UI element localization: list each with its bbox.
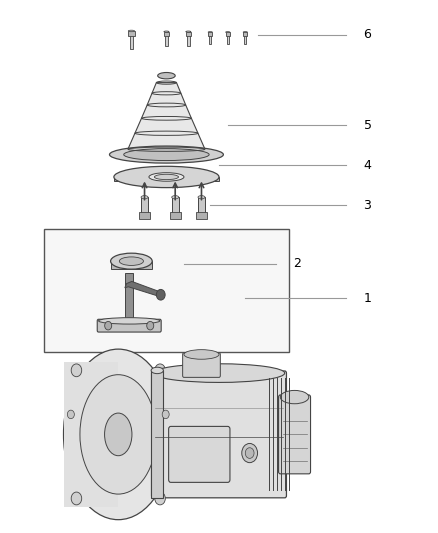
FancyBboxPatch shape [97,319,161,332]
Circle shape [105,321,112,330]
FancyBboxPatch shape [196,212,207,219]
Ellipse shape [184,350,219,359]
Ellipse shape [243,31,247,33]
Ellipse shape [149,173,184,181]
FancyBboxPatch shape [64,362,118,507]
FancyBboxPatch shape [125,273,133,321]
FancyBboxPatch shape [243,32,247,36]
Ellipse shape [105,413,132,456]
Circle shape [242,443,258,463]
Text: 2: 2 [293,257,301,270]
Ellipse shape [128,30,134,32]
Ellipse shape [186,31,191,33]
Ellipse shape [280,390,309,404]
FancyBboxPatch shape [226,35,229,44]
Text: 1: 1 [364,292,371,305]
Polygon shape [125,281,161,296]
Ellipse shape [64,349,173,520]
FancyBboxPatch shape [279,395,311,474]
FancyBboxPatch shape [169,426,230,482]
Circle shape [71,364,82,377]
Ellipse shape [110,146,223,163]
Ellipse shape [208,31,212,33]
Ellipse shape [172,196,179,199]
Ellipse shape [141,196,148,199]
Ellipse shape [154,174,178,180]
FancyBboxPatch shape [130,35,133,49]
FancyBboxPatch shape [172,197,179,213]
Ellipse shape [151,367,163,374]
Text: 4: 4 [364,159,371,172]
Circle shape [67,410,74,419]
FancyBboxPatch shape [209,35,212,44]
Ellipse shape [110,253,152,269]
Ellipse shape [164,31,169,33]
Ellipse shape [119,257,143,265]
FancyBboxPatch shape [164,31,169,36]
FancyBboxPatch shape [187,35,190,46]
FancyBboxPatch shape [244,35,247,44]
Ellipse shape [153,364,285,383]
FancyBboxPatch shape [183,353,220,377]
Ellipse shape [80,375,157,494]
FancyBboxPatch shape [151,370,163,498]
Text: 6: 6 [364,28,371,41]
Circle shape [156,289,165,300]
Circle shape [71,492,82,505]
Ellipse shape [158,72,175,79]
Ellipse shape [198,196,205,199]
Circle shape [155,364,165,377]
FancyBboxPatch shape [110,261,152,269]
Polygon shape [128,83,205,149]
Ellipse shape [99,318,160,324]
FancyBboxPatch shape [208,32,212,36]
FancyBboxPatch shape [141,197,148,213]
FancyBboxPatch shape [44,229,289,352]
Circle shape [155,492,165,505]
Circle shape [147,321,154,330]
Circle shape [245,448,254,458]
FancyBboxPatch shape [226,32,230,36]
Ellipse shape [114,166,219,188]
Ellipse shape [226,31,230,33]
FancyBboxPatch shape [170,212,181,219]
FancyBboxPatch shape [128,31,134,36]
FancyBboxPatch shape [152,371,286,498]
Circle shape [162,410,169,419]
Ellipse shape [124,149,209,160]
FancyBboxPatch shape [139,212,150,219]
FancyBboxPatch shape [186,31,191,36]
FancyBboxPatch shape [165,35,168,46]
Text: 5: 5 [364,119,371,132]
Text: 3: 3 [364,199,371,212]
FancyBboxPatch shape [114,177,219,181]
FancyBboxPatch shape [198,197,205,213]
